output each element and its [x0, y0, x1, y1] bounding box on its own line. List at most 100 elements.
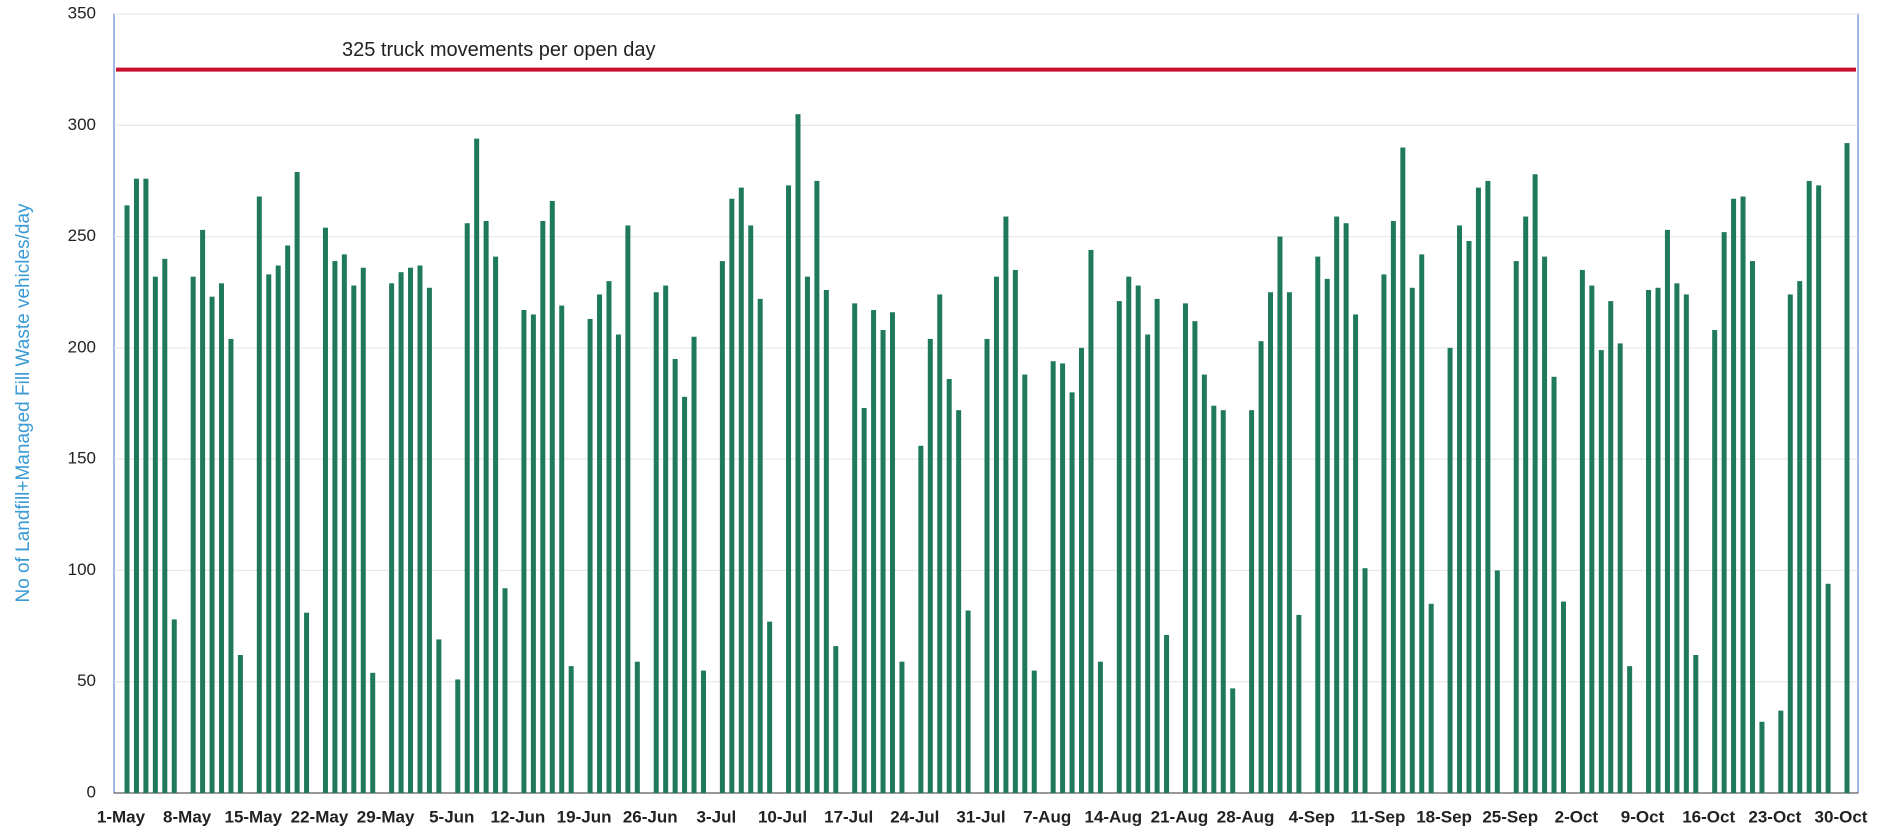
bar [1031, 670, 1037, 793]
bar [294, 172, 300, 794]
bar [398, 272, 404, 793]
bar [1674, 283, 1680, 793]
bar [1390, 220, 1396, 793]
bar [1428, 603, 1434, 793]
bar [927, 338, 933, 793]
bar [1400, 147, 1406, 794]
bar [1532, 174, 1538, 793]
bar [587, 318, 593, 793]
bar [1655, 287, 1661, 793]
y-axis-label: No of Landfill+Managed Fill Waste vehicl… [13, 203, 34, 603]
x-tick-label: 24-Jul [890, 807, 939, 826]
bar [1447, 347, 1453, 793]
bar [436, 639, 442, 793]
bar [1154, 298, 1160, 793]
bar [275, 265, 281, 793]
y-tick-label: 350 [68, 3, 96, 22]
x-tick-label: 8-May [163, 807, 212, 826]
x-tick-label: 11-Sep [1351, 807, 1406, 826]
y-tick-label: 100 [68, 560, 96, 579]
bar [549, 200, 555, 793]
bar [332, 261, 338, 793]
bar [1683, 294, 1689, 793]
bar [1353, 314, 1359, 793]
y-tick-label: 0 [87, 782, 96, 801]
x-tick-label: 26-Jun [623, 807, 678, 826]
bar [852, 303, 858, 793]
bar [1362, 568, 1368, 793]
bar [237, 655, 243, 793]
bar [1135, 285, 1141, 793]
bar [738, 187, 744, 793]
bar [1844, 143, 1850, 793]
bar [757, 298, 763, 793]
x-tick-label: 1-May [97, 807, 146, 826]
x-tick-label: 12-Jun [491, 807, 546, 826]
x-tick-label: 31-Jul [956, 807, 1005, 826]
bar [285, 245, 291, 793]
bar [493, 256, 499, 793]
bar [1466, 241, 1472, 794]
bar [1457, 225, 1463, 793]
bar [143, 178, 149, 793]
bar [408, 267, 414, 793]
bar [1286, 292, 1292, 793]
bar [1806, 180, 1812, 793]
bar [606, 281, 612, 793]
bar [417, 265, 423, 793]
bar [1816, 185, 1822, 793]
y-tick-label: 300 [68, 115, 96, 134]
bar [304, 612, 310, 793]
bar [861, 407, 867, 793]
bar [341, 254, 347, 793]
bar [833, 646, 839, 793]
bar [256, 196, 262, 794]
bar [1230, 688, 1236, 793]
bar [200, 229, 206, 793]
bar [918, 445, 924, 793]
bar [1598, 350, 1604, 793]
bar [360, 267, 366, 793]
bar [483, 220, 489, 793]
bar [748, 225, 754, 793]
bar [1475, 187, 1481, 793]
bar [1334, 216, 1340, 794]
x-tick-label: 5-Jun [429, 807, 474, 826]
bar [1740, 196, 1746, 794]
bar [389, 283, 395, 793]
bar [1116, 301, 1122, 793]
bar [1277, 236, 1283, 794]
x-tick-label: 17-Jul [824, 807, 873, 826]
x-tick-label: 23-Oct [1748, 807, 1801, 826]
bar [719, 261, 725, 793]
x-tick-label: 30-Oct [1815, 807, 1868, 826]
bar [1787, 294, 1793, 793]
bar [1258, 341, 1264, 793]
bar [1608, 301, 1614, 793]
bar [682, 396, 688, 793]
bar [1220, 410, 1226, 793]
bar [1513, 261, 1519, 793]
bar [1617, 343, 1623, 793]
bar [1560, 601, 1566, 793]
bar [1060, 363, 1066, 793]
bar [615, 334, 621, 793]
bar [1797, 281, 1803, 793]
bar [1012, 269, 1018, 793]
bar [899, 661, 905, 793]
bar [1523, 216, 1529, 794]
bar [1050, 361, 1056, 793]
bar [1145, 334, 1151, 793]
bar [625, 225, 631, 793]
x-tick-label: 7-Aug [1023, 807, 1071, 826]
x-tick-label: 10-Jul [758, 807, 807, 826]
x-tick-label: 9-Oct [1621, 807, 1665, 826]
bar [653, 292, 659, 793]
bar [1164, 634, 1170, 793]
bar [1192, 321, 1198, 793]
bar [1589, 285, 1595, 793]
bar [984, 338, 990, 793]
bar [1343, 223, 1349, 793]
bar [634, 661, 640, 793]
bar [1627, 666, 1633, 793]
